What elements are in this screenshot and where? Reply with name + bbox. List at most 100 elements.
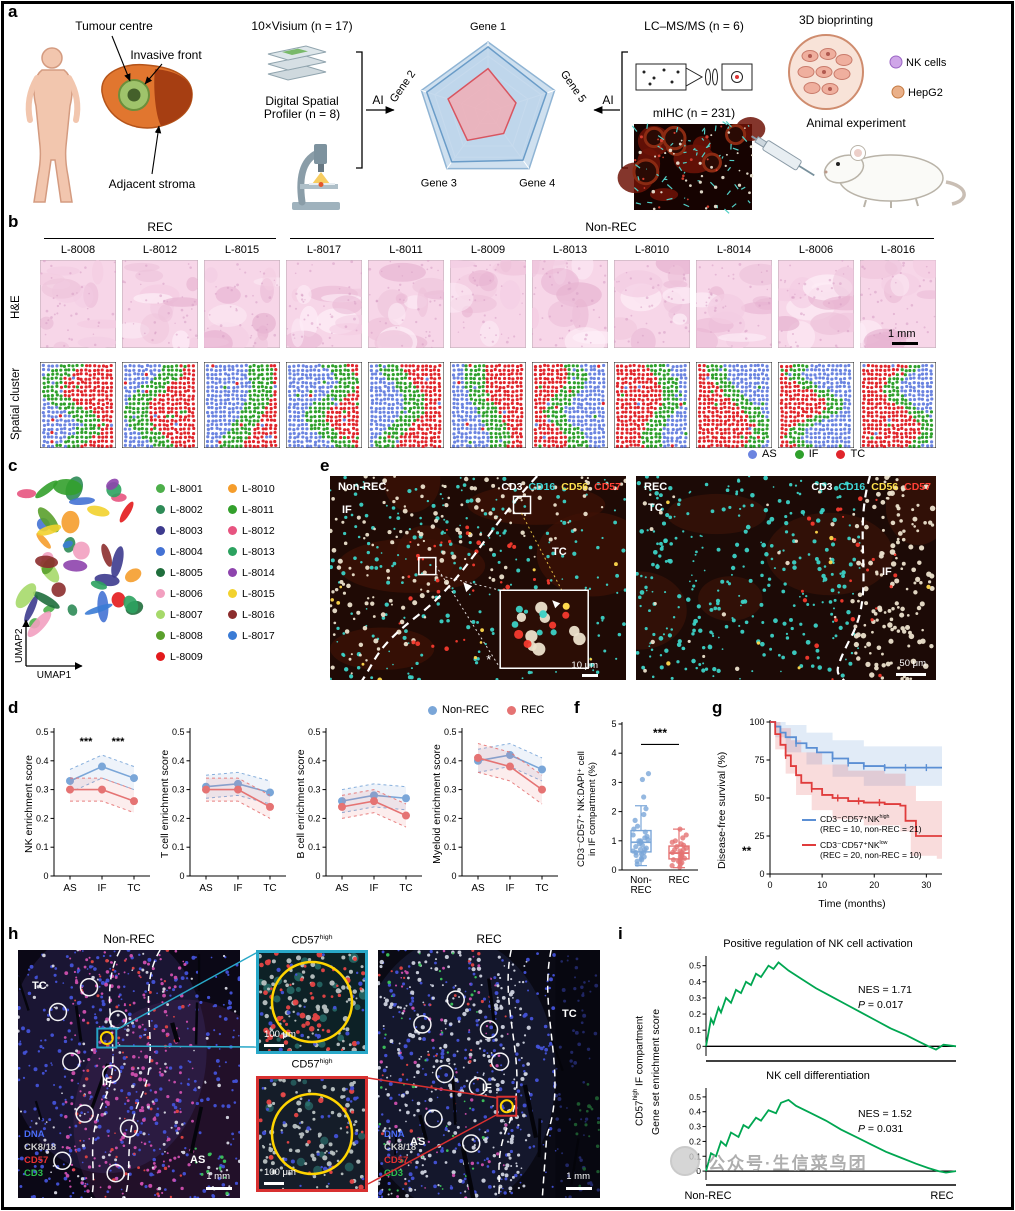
sample-dot bbox=[156, 589, 165, 598]
km-high-line bbox=[802, 818, 816, 821]
lcms-icon bbox=[635, 63, 753, 91]
panel-g-label: g bbox=[712, 698, 723, 717]
spatial-cluster-image bbox=[286, 362, 362, 448]
sample-label: L-8004 bbox=[170, 545, 203, 558]
visium-slides-icon bbox=[267, 45, 327, 81]
gsea-bottom-p: P = 0.031 bbox=[858, 1123, 904, 1135]
he-image bbox=[532, 260, 608, 348]
sample-name: L-8017 bbox=[306, 244, 342, 256]
umap-plot: UMAP2 UMAP1 bbox=[14, 476, 144, 681]
mihc-image bbox=[617, 117, 766, 214]
h-nonrec-image: TC IF AS DNA CK8/18 CD57 CD3 1 mm bbox=[18, 950, 240, 1198]
sample-name: L-8009 bbox=[470, 244, 506, 256]
e-left-if-label: IF bbox=[342, 504, 352, 516]
gene-radar-chart: Gene 1 Gene 5 Gene 4 Gene 3 Gene 2 bbox=[388, 21, 589, 190]
sample-label: L-8001 bbox=[170, 482, 203, 495]
rec-bracket bbox=[44, 238, 276, 240]
spatial-cluster-image bbox=[204, 362, 280, 448]
i-x-left: Non-REC bbox=[684, 1190, 732, 1202]
cd57-label: CD57 bbox=[384, 1155, 409, 1166]
ck818-label: CK8/18 bbox=[24, 1142, 57, 1153]
sample-label: L-8010 bbox=[242, 482, 275, 495]
sample-name: L-8012 bbox=[142, 244, 178, 256]
sample-name: L-8014 bbox=[716, 244, 752, 256]
sample-dot bbox=[228, 610, 237, 619]
h-right-scale-bar bbox=[566, 1187, 592, 1190]
invasive-front-label: Invasive front bbox=[130, 48, 202, 62]
e-left-title: Non-REC bbox=[338, 481, 387, 493]
cd56-label: CD56 bbox=[871, 481, 899, 493]
sample-dot bbox=[156, 631, 165, 640]
sample-dot bbox=[228, 568, 237, 577]
cd57-label: CD57 bbox=[594, 481, 621, 493]
sample-name: L-8008 bbox=[60, 244, 96, 256]
e-right-tc-label: TC bbox=[648, 502, 663, 514]
sample-dot bbox=[228, 484, 237, 493]
inset-top-scale-bar bbox=[264, 1044, 284, 1047]
nonrec-dot bbox=[428, 705, 437, 715]
mihc-rec-image: REC CD3 CD16 CD56 CD57 TC IF 50 μm bbox=[636, 476, 936, 680]
bioprint-label: 3D bioprinting bbox=[799, 13, 873, 27]
tumour-centre-dot bbox=[127, 88, 141, 102]
row-he-label: H&E bbox=[10, 295, 22, 319]
cd16-label: CD16 bbox=[528, 481, 556, 493]
sample-dot bbox=[156, 526, 165, 535]
h-left-scale: 1 mm bbox=[206, 1171, 230, 1182]
inset-bottom-title: CD57high bbox=[291, 1058, 333, 1071]
sample-dot bbox=[228, 589, 237, 598]
spatial-cluster-image bbox=[40, 362, 116, 448]
panel-h-label: h bbox=[8, 924, 19, 943]
h-right-if: IF bbox=[482, 1082, 492, 1094]
sample-dot bbox=[156, 547, 165, 556]
watermark: 公众号·生信菜鸟团 bbox=[670, 1146, 868, 1176]
dsp-label-1: Digital Spatial bbox=[265, 94, 338, 108]
inset-top-title: CD57high bbox=[291, 934, 333, 947]
sample-label: L-8003 bbox=[170, 524, 203, 537]
adjacent-stroma-label: Adjacent stroma bbox=[109, 177, 196, 191]
tumour-centre-label: Tumour centre bbox=[75, 19, 153, 33]
rec-dot bbox=[507, 705, 517, 715]
spatial-cluster-image bbox=[532, 362, 608, 448]
animal-label: Animal experiment bbox=[806, 116, 906, 130]
he-image bbox=[368, 260, 444, 348]
h-right-title: REC bbox=[476, 932, 502, 946]
sample-label: L-8014 bbox=[242, 566, 275, 579]
i-x-right: REC bbox=[930, 1190, 954, 1202]
svg-text:Gene 1: Gene 1 bbox=[470, 21, 506, 33]
e-left-scale-bar bbox=[582, 674, 598, 677]
e-left-markers: CD3 CD16 CD56 CD57 bbox=[501, 481, 621, 493]
i-ylabel: Gene set enrichment score bbox=[650, 1008, 662, 1136]
svg-text:Gene 5: Gene 5 bbox=[558, 68, 589, 104]
sample-name: L-8006 bbox=[798, 244, 834, 256]
as-dot bbox=[748, 449, 757, 459]
spatial-cluster-image bbox=[696, 362, 772, 448]
nonrec-bracket bbox=[290, 238, 934, 240]
sample-name: L-8010 bbox=[634, 244, 670, 256]
sample-dot bbox=[228, 631, 237, 640]
sample-dot bbox=[228, 547, 237, 556]
sample-label: L-8007 bbox=[170, 608, 203, 621]
cd3-label: CD3 bbox=[501, 481, 523, 493]
km-low-label: CD3⁻CD57⁺NK bbox=[820, 839, 880, 850]
i-top-title: Positive regulation of NK cell activatio… bbox=[723, 938, 913, 950]
cd3-label: CD3 bbox=[384, 1168, 404, 1179]
cd57high-inset-top: 100 μm bbox=[256, 950, 368, 1054]
h-left-scale-bar bbox=[206, 1187, 232, 1190]
cd3-label: CD3 bbox=[811, 481, 833, 493]
spatial-cluster-image bbox=[122, 362, 198, 448]
if-dot bbox=[794, 449, 804, 459]
e-left-tc-label: TC bbox=[552, 546, 567, 558]
as-label: AS bbox=[762, 448, 777, 460]
sample-label: L-8016 bbox=[242, 608, 275, 621]
sample-name: L-8011 bbox=[389, 244, 423, 256]
cd16-label: CD16 bbox=[838, 481, 866, 493]
nonrec-label: Non-REC bbox=[442, 704, 490, 716]
inset-top-scale: 100 μm bbox=[264, 1029, 296, 1040]
panel-c-label: c bbox=[8, 456, 18, 475]
sample-dot bbox=[156, 568, 165, 577]
sample-label: L-8009 bbox=[170, 650, 203, 663]
km-legend: CD3⁻CD57⁺NKhigh (REC = 10, non-REC = 21)… bbox=[802, 812, 952, 861]
h-left-markers: DNA CK8/18 CD57 CD3 bbox=[24, 1128, 56, 1180]
group-nonrec-label: Non-REC bbox=[585, 220, 637, 234]
